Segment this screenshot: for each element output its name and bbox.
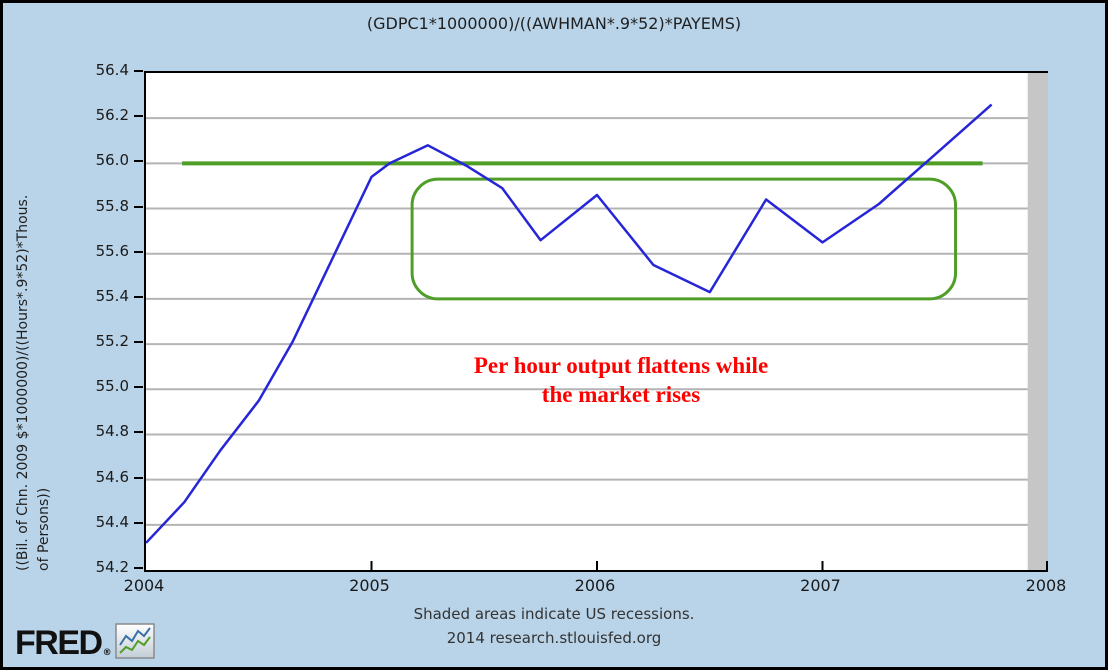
fred-logo: FRED ® [15,623,155,663]
y-tick-label-55.8: 55.8 [95,196,129,215]
fred-sparkline-icon [114,623,155,663]
annotation-line2: the market rises [541,382,701,407]
y-tick-label-56.0: 56.0 [95,151,129,170]
y-tick-label-55.0: 55.0 [95,377,129,396]
source-note: 2014 research.stlouisfed.org [446,629,662,647]
recession-note: Shaded areas indicate US recessions. [413,605,695,623]
y-tick-56.0 [134,160,143,163]
y-axis-label-line1: ((Bil. of Chn. 2009 $*1000000)/((Hours*.… [15,194,31,571]
chart-title: (GDPC1*1000000)/((AWHMAN*.9*52)*PAYEMS) [366,14,742,33]
annotation-line1: Per hour output flattens while [473,353,769,378]
data-series-line [146,103,993,544]
annotation-text: Per hour output flattens while the marke… [170,351,1072,409]
y-tick-54.2 [134,567,143,569]
y-axis-label-line2: of Persons)) [36,487,52,571]
y-tick-56.2 [134,115,143,118]
y-tick-55.8 [134,205,143,208]
y-tick-label-54.6: 54.6 [95,467,129,486]
y-tick-56.4 [134,70,143,72]
x-tick-label-2005: 2005 [349,576,390,595]
y-tick-label-54.2: 54.2 [95,558,129,576]
y-tick-label-55.2: 55.2 [95,332,129,351]
fred-logo-text: FRED [15,624,103,662]
x-tick-label-2004: 2004 [123,576,165,595]
y-tick-55.2 [134,341,143,344]
y-tick-label-54.8: 54.8 [95,422,129,441]
y-tick-54.6 [134,476,143,479]
y-tick-54.8 [134,431,143,434]
y-tick-label-54.4: 54.4 [95,512,129,531]
y-tick-55.6 [134,250,143,253]
y-tick-label-56.4: 56.4 [95,61,129,79]
y-tick-label-56.2: 56.2 [95,106,129,125]
x-tick-label-2006: 2006 [574,576,616,595]
y-axis-label: ((Bil. of Chn. 2009 $*1000000)/((Hours*.… [13,71,71,571]
y-tick-55.4 [134,295,143,298]
highlight-box [410,177,958,301]
registered-trademark-icon: ® [102,648,112,658]
y-tick-55.0 [134,386,143,389]
recession-band [1027,73,1048,570]
y-tick-label-55.6: 55.6 [95,241,129,260]
x-tick-label-2007: 2007 [800,576,841,595]
x-tick-label-2008: 2008 [1025,576,1067,595]
chart-canvas [146,73,1048,570]
y-tick-54.4 [134,521,143,524]
plot-area [144,71,1048,572]
y-tick-label-55.4: 55.4 [95,286,129,305]
